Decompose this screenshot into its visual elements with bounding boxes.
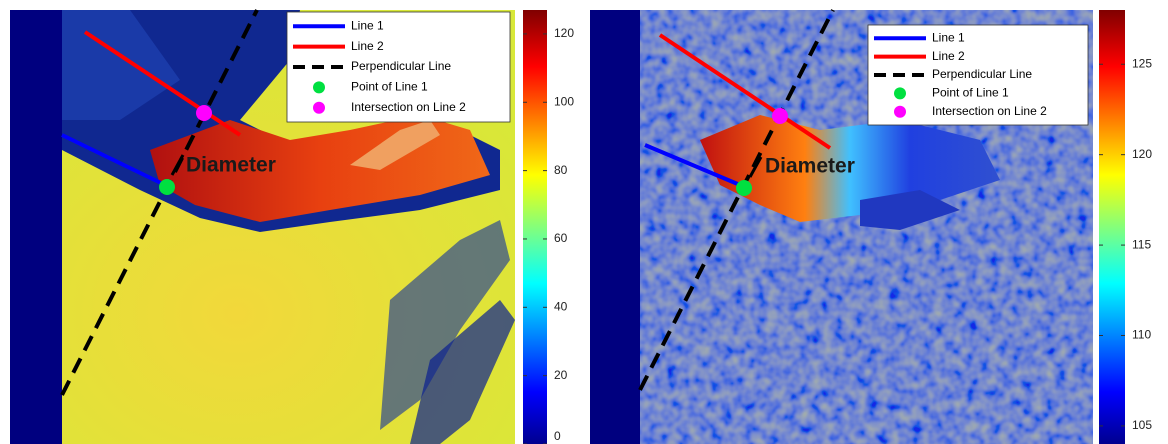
legend-label: Point of Line 1	[351, 80, 428, 94]
legend-marker	[313, 81, 325, 93]
colorbar-tick-label: 0	[554, 429, 561, 443]
colorbar-tick-label: 125	[1132, 56, 1152, 70]
colorbar-tick-label: 20	[554, 368, 568, 382]
colorbar-tick-label: 120	[554, 26, 574, 40]
figure: Diameter Line 1 Line 2 Perpendicular Line Po…	[0, 0, 1168, 444]
annotation: Diameter	[186, 154, 276, 177]
legend-label: Line 2	[351, 39, 384, 53]
colorbar-tick-label: 80	[554, 163, 568, 177]
colorbar-tick-label: 40	[554, 299, 568, 313]
legend-label: Perpendicular Line	[351, 59, 451, 73]
legend-label: Line 1	[932, 30, 965, 44]
legend-marker	[894, 106, 906, 118]
legend-marker	[894, 87, 906, 99]
legend-label: Point of Line 1	[932, 86, 1009, 100]
legend-label: Line 2	[932, 49, 965, 63]
colorbar	[1099, 10, 1125, 444]
legend-label: Intersection on Line 2	[351, 100, 466, 114]
legend-label: Intersection on Line 2	[932, 104, 1047, 118]
colorbar-tick-label: 105	[1132, 418, 1152, 432]
colorbar-tick-label: 100	[554, 94, 574, 108]
legend-label: Line 1	[351, 18, 384, 32]
colorbar-tick-label: 120	[1132, 147, 1152, 161]
colorbar-tick-label: 115	[1132, 237, 1151, 251]
colorbar	[523, 10, 547, 444]
annotation: Diameter	[765, 155, 855, 178]
colorbar-tick-label: 60	[554, 231, 568, 245]
legend-label: Perpendicular Line	[932, 67, 1032, 81]
colorbar-tick-label: 110	[1132, 328, 1151, 342]
legend-marker	[313, 102, 325, 114]
